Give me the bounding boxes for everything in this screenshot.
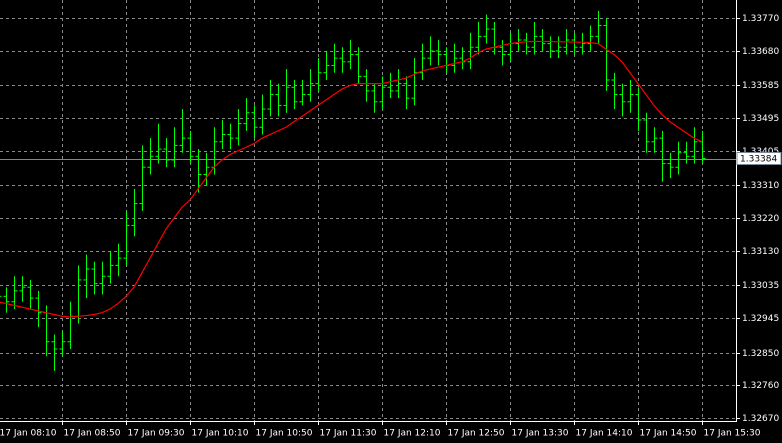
y-tick-label: 1.32945 (742, 314, 779, 324)
y-tick-label: 1.33680 (742, 47, 779, 57)
x-tick-label: 17 Jan 15:30 (704, 429, 761, 439)
moving-average (0, 40, 703, 318)
x-tick-label: 17 Jan 10:50 (256, 429, 313, 439)
x-tick-label: 17 Jan 10:10 (192, 429, 249, 439)
y-tick-label: 1.33585 (742, 81, 779, 91)
current-price-box (736, 152, 782, 166)
y-tick-label: 1.33130 (742, 247, 779, 257)
y-tick-label: 1.32760 (742, 381, 779, 391)
y-tick-label: 1.33405 (742, 147, 779, 157)
x-tick-label: 17 Jan 11:30 (320, 429, 377, 439)
y-tick-label: 1.33035 (742, 281, 779, 291)
current-price-label: 1.33384 (740, 155, 777, 165)
y-tick-label: 1.33495 (742, 114, 779, 124)
x-tick-label: 17 Jan 14:10 (576, 429, 633, 439)
y-tick-label: 1.32670 (742, 414, 779, 424)
x-tick-label: 17 Jan 08:10 (0, 429, 57, 439)
y-tick-label: 1.33770 (742, 14, 779, 24)
y-tick-label: 1.32850 (742, 349, 779, 359)
x-tick-label: 17 Jan 12:50 (448, 429, 505, 439)
x-tick-label: 17 Jan 14:50 (640, 429, 697, 439)
y-tick-label: 1.33220 (742, 214, 779, 224)
y-tick-label: 1.33310 (742, 181, 779, 191)
x-tick-label: 17 Jan 13:30 (512, 429, 569, 439)
x-tick-label: 17 Jan 12:10 (384, 429, 441, 439)
x-tick-label: 17 Jan 08:50 (64, 429, 121, 439)
x-tick-label: 17 Jan 09:30 (128, 429, 185, 439)
